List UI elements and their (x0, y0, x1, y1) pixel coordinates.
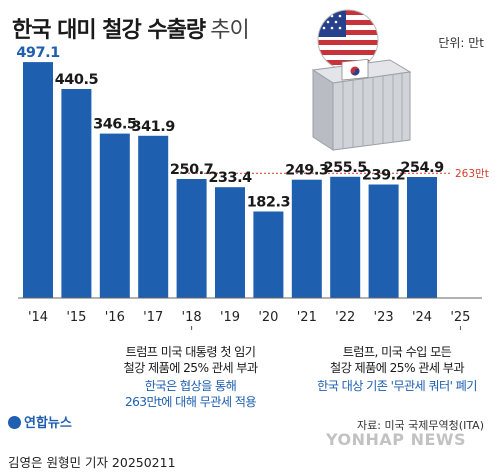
yonhap-logo-text: 연합뉴스 (24, 416, 72, 431)
bar-value-label-6: 182.3 (247, 195, 290, 211)
bar-9 (368, 184, 399, 298)
bar-0 (23, 62, 53, 298)
bar-value-label-9: 239.2 (362, 168, 405, 184)
x-tick-label-1: '15 (66, 310, 86, 325)
annotation-2025: 트럼프, 미국 수입 모든 철강 제품에 25% 관세 부과 한국 대상 기존 … (312, 344, 482, 394)
title-main: 한국 대미 철강 수출량 (12, 18, 206, 43)
bar-10 (407, 177, 437, 298)
bar-value-label-0: 497.1 (16, 45, 60, 61)
bar-2 (99, 133, 130, 298)
bar-5 (215, 187, 245, 298)
bar-value-label-1: 440.5 (55, 72, 99, 88)
annotation-2025-line1: 트럼프, 미국 수입 모든 (342, 345, 452, 359)
annotation-2025-line3: 한국 대상 기존 '무관세 쿼터' 폐기 (317, 379, 477, 393)
us-flag-illustration (317, 9, 379, 71)
bar-4 (176, 179, 207, 298)
bar-8 (330, 176, 361, 298)
x-tick-label-10: '24 (412, 310, 432, 325)
annotation-2018-line2: 철강 제품에 25% 관세 부과 (123, 361, 259, 375)
x-tick-label-3: '17 (143, 310, 163, 325)
source-text: 자료: 미국 국제무역청(ITA) (357, 419, 484, 432)
bar-7 (291, 179, 322, 298)
bar-6 (253, 211, 284, 298)
x-tick-label-6: '20 (258, 310, 278, 325)
x-tick-label-5: '19 (220, 310, 240, 325)
annotation-2018-line4: 263만t에 대해 무관세 적용 (125, 395, 257, 409)
yonhap-logo-icon (8, 416, 21, 429)
unit-label: 단위: 만t (438, 36, 484, 50)
bar-value-label-7: 249.3 (285, 163, 328, 179)
annotation-2018: 트럼프 미국 대통령 첫 임기 철강 제품에 25% 관세 부과 한국은 협상을… (108, 344, 273, 410)
annotation-leaders (191, 326, 461, 330)
watermark: YONHAP NEWS (326, 430, 467, 449)
x-tick-label-2: '16 (105, 310, 125, 325)
x-tick-label-11: '25 (450, 310, 470, 325)
annotation-2018-line3: 한국은 협상을 통해 (144, 379, 237, 393)
x-tick-label-9: '23 (374, 310, 394, 325)
bar-value-label-10: 254.9 (400, 160, 444, 176)
bar-3 (138, 135, 169, 298)
bars-group (23, 62, 437, 298)
credit-text: 김영은 원형민 기자 20250211 (8, 455, 176, 470)
x-tick-label-7: '21 (297, 310, 317, 325)
bar-1 (61, 89, 92, 298)
x-tick-label-0: '14 (28, 310, 48, 325)
bar-value-label-8: 255.5 (324, 160, 368, 176)
bar-value-label-5: 233.4 (208, 170, 252, 186)
reference-line-label: 263만t (455, 168, 489, 180)
bar-value-label-2: 346.5 (93, 117, 137, 133)
x-tick-label-8: '22 (335, 310, 355, 325)
title-sub: 추이 (210, 18, 249, 43)
bar-value-label-4: 250.7 (170, 162, 213, 178)
annotation-2025-line2: 철강 제품에 25% 관세 부과 (330, 361, 465, 375)
chart-title: 한국 대미 철강 수출량 추이 (12, 12, 250, 44)
steel-container-illustration (311, 58, 412, 151)
yonhap-logo: 연합뉴스 (8, 412, 72, 431)
annotation-2018-line1: 트럼프 미국 대통령 첫 임기 (125, 345, 256, 359)
x-axis-ticks: '14 '15 '16 '17 '18 '19 '20 '21 '22 '23 '24 '25 (28, 310, 471, 325)
x-tick-label-4: '18 (182, 310, 202, 325)
bar-value-label-3: 341.9 (132, 119, 176, 135)
